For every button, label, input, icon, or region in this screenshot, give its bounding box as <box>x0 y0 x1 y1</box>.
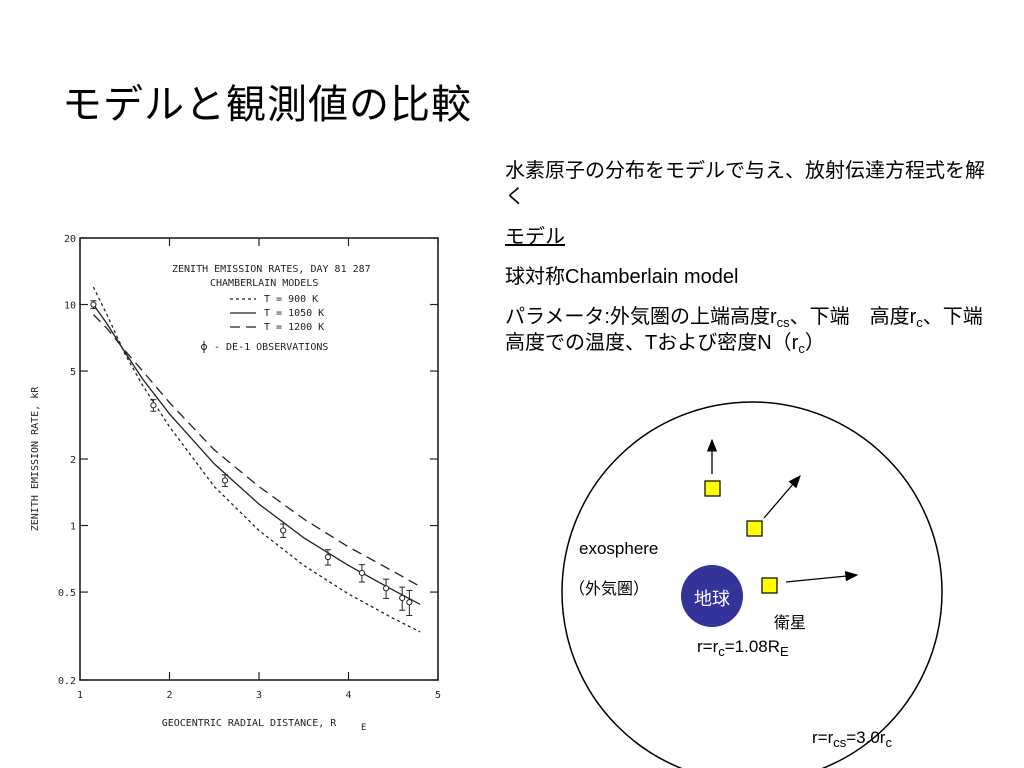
satellite-label: 衛星 <box>774 615 807 632</box>
intro-line: 水素原子の分布をモデルで与え、放射伝達方程式を解く <box>505 160 985 208</box>
obs-point <box>221 477 229 484</box>
x-tick-label: 2 <box>166 690 172 701</box>
emission-chart: 1 2 3 4 5 20 10 5 2 1 0.5 0.2 GEOCENTRIC RADIAL DIST… <box>20 228 450 748</box>
legend-entry: T = 900 K <box>264 294 318 305</box>
x-tick-label: 3 <box>256 690 262 701</box>
y-tick-label: 0.2 <box>58 676 76 687</box>
rcs-sub2: c <box>885 735 892 750</box>
chart-title: ZENITH EMISSION RATES, DAY 81 287 <box>172 264 371 275</box>
satellite-square-2 <box>746 520 763 537</box>
slide-title: モデルと観測値の比較 <box>62 83 472 127</box>
description-text: 水素原子の分布をモデルで与え、放射伝達方程式を解く モデル 球対称Chamber… <box>505 158 985 370</box>
satellite-square-1 <box>704 480 721 497</box>
rc-part-a: r=r <box>697 637 719 656</box>
rc-sub: c <box>718 644 725 659</box>
earth-circle <box>681 565 743 627</box>
legend-entry: T = 1200 K <box>264 322 324 333</box>
legend-obs-entry: - DE-1 OBSERVATIONS <box>214 342 328 353</box>
x-axis-label-sub: E <box>361 723 366 733</box>
params-part-a: パラメータ:外気圏の上端高度r <box>505 306 777 328</box>
parameters-line: パラメータ:外気圏の上端高度rcs、下端 高度rc、下端高度での温度、Tおよび密… <box>505 304 985 356</box>
params-part-c: 、下端高度での温度、Tおよび密度N（r <box>505 306 983 354</box>
rcs-label: r=rcs=3.0rc <box>812 728 892 750</box>
obs-point <box>324 553 332 561</box>
params-part-d: ） <box>804 332 825 354</box>
obs-point <box>358 569 366 577</box>
x-tick-label: 4 <box>345 690 351 701</box>
y-axis-label: ZENITH EMISSION RATE, kR <box>30 386 41 531</box>
rc-label: r=rc=1.08RE <box>697 637 789 659</box>
rc-part-b: =1.08R <box>724 637 781 656</box>
obs-point <box>406 599 413 606</box>
rcs-part-a: r=r <box>812 728 834 747</box>
obs-point <box>382 585 390 592</box>
series-line <box>92 286 421 633</box>
obs-point <box>150 402 157 409</box>
y-tick-label: 1 <box>70 522 76 533</box>
emission-chart-svg: 1 2 3 4 5 20 10 5 2 1 0.5 0.2 GEOCENTRIC RADIAL DIST… <box>30 234 441 733</box>
obs-point <box>90 301 97 308</box>
x-tick-label: 5 <box>435 690 441 701</box>
y-tick-label: 5 <box>70 367 76 378</box>
params-sub-cs: cs <box>776 315 790 330</box>
params-part-b: 、下端 高度r <box>789 306 917 328</box>
rcs-part-b: =3.0r <box>846 728 886 747</box>
arrow-diagonal <box>763 475 801 519</box>
model-heading: モデル <box>505 226 565 248</box>
params-sub-c2: c <box>798 341 805 356</box>
exosphere-label: exosphere <box>579 539 659 558</box>
arrow-right <box>785 570 859 583</box>
x-tick-label: 1 <box>77 690 83 701</box>
rc-sub2: E <box>780 644 789 659</box>
rcs-sub: cs <box>833 735 847 750</box>
exosphere-boundary <box>561 401 943 768</box>
y-tick-label: 0.5 <box>58 588 76 599</box>
legend-entry: T = 1050 K <box>264 308 324 319</box>
model-name: 球対称Chamberlain model <box>505 266 739 288</box>
series-line <box>92 314 421 588</box>
params-sub-c1: c <box>916 315 923 330</box>
y-tick-label: 2 <box>70 455 76 466</box>
x-axis-label: GEOCENTRIC RADIAL DISTANCE, R <box>162 718 338 729</box>
exosphere-jp-label: （外気圏） <box>569 581 650 598</box>
y-tick-label: 10 <box>64 301 76 312</box>
earth-label: 地球 <box>694 589 730 609</box>
plot-frame <box>79 237 439 681</box>
satellite-square-3 <box>761 577 778 594</box>
chart-subtitle: CHAMBERLAIN MODELS <box>210 278 318 289</box>
y-tick-label: 20 <box>64 234 76 245</box>
obs-point <box>280 527 287 534</box>
obs-point <box>399 594 406 602</box>
